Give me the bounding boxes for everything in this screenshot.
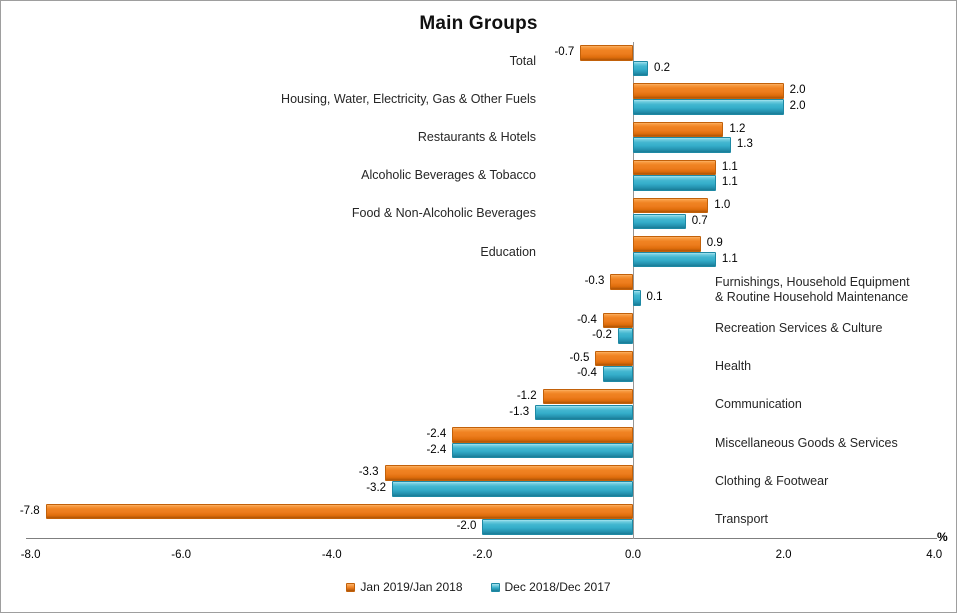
jan-bar-7	[602, 312, 633, 329]
dec-value-label-9: -1.3	[509, 405, 530, 418]
jan-bar-5	[633, 236, 701, 252]
dec-bar-2	[633, 137, 731, 153]
category-label-4: Food & Non-Alcoholic Beverages	[352, 195, 536, 233]
jan-bar-8	[595, 350, 633, 367]
category-label-line: Transport	[715, 511, 769, 526]
jan-value-label-10: -2.4	[426, 428, 447, 441]
legend-item-jan: Jan 2019/Jan 2018	[346, 580, 463, 594]
dec-bar-6	[633, 290, 641, 306]
jan-bar-0	[580, 45, 633, 61]
category-label-2: Restaurants & Hotels	[418, 118, 536, 156]
jan-value-label-12: -7.8	[19, 504, 40, 517]
dec-value-label-3: 1.1	[721, 176, 738, 189]
category-label-line: Alcoholic Beverages & Tobacco	[361, 168, 536, 183]
category-label-11: Clothing & Footwear	[715, 462, 828, 500]
legend-swatch-icon	[346, 582, 356, 592]
category-label-9: Communication	[715, 386, 802, 424]
category-label-5: Education	[480, 233, 536, 271]
jan-bar-9	[542, 388, 633, 405]
category-label-line: Total	[509, 53, 536, 68]
dec-bar-11	[392, 481, 633, 497]
x-tick--6.0: -6.0	[171, 549, 192, 561]
jan-bar-11	[384, 465, 633, 481]
jan-value-label-3: 1.1	[721, 160, 738, 173]
category-label-line: Miscellaneous Goods & Services	[715, 435, 898, 450]
jan-bar-4	[633, 197, 709, 214]
jan-value-label-11: -3.3	[358, 466, 379, 479]
category-label-line: Restaurants & Hotels	[417, 129, 536, 144]
legend-label: Dec 2018/Dec 2017	[504, 580, 611, 594]
x-tick-2.0: 2.0	[775, 549, 792, 561]
category-label-line: Communication	[715, 397, 802, 412]
dec-bar-5	[633, 251, 716, 268]
dec-bar-3	[633, 175, 716, 191]
legend-swatch-icon	[490, 582, 500, 592]
jan-bar-12	[45, 503, 633, 519]
dec-bar-7	[617, 328, 633, 344]
dec-value-label-10: -2.4	[426, 443, 447, 456]
dec-value-label-11: -3.2	[366, 482, 387, 494]
category-label-line: Clothing & Footwear	[715, 473, 829, 488]
category-label-6: Furnishings, Household Equipment & Routin…	[715, 271, 910, 309]
dec-bar-8	[602, 366, 633, 382]
x-tick-0.0: 0.0	[625, 549, 641, 561]
category-label-12: Transport	[715, 500, 768, 538]
category-label-line: Housing, Water, Electricity, Gas & Other…	[281, 91, 536, 106]
chart-title: Main Groups	[419, 13, 538, 34]
dec-bar-12	[482, 519, 633, 535]
dec-value-label-2: 1.3	[736, 138, 753, 151]
category-label-8: Health	[715, 348, 751, 386]
category-label-line: Food & Non-Alcoholic Beverages	[351, 206, 536, 221]
jan-bar-3	[633, 159, 716, 176]
x-axis-line	[26, 538, 937, 540]
dec-bar-10	[452, 442, 633, 459]
jan-value-label-1: 2.0	[789, 84, 806, 97]
dec-value-label-5: 1.1	[721, 252, 738, 265]
jan-value-label-7: -0.4	[577, 313, 597, 326]
jan-value-label-8: -0.5	[569, 351, 590, 364]
category-label-10: Miscellaneous Goods & Services	[715, 424, 898, 462]
dec-value-label-12: -2.0	[456, 520, 477, 533]
jan-bar-6	[610, 274, 633, 290]
jan-value-label-9: -1.2	[516, 389, 537, 402]
dec-bar-1	[633, 99, 784, 115]
jan-value-label-2: 1.2	[729, 122, 746, 135]
category-label-3: Alcoholic Beverages & Tobacco	[361, 157, 536, 195]
legend: Jan 2019/Jan 2018 Dec 2018/Dec 2017	[1, 580, 956, 594]
dec-value-label-1: 2.0	[789, 100, 806, 113]
category-label-line: Recreation Services & Culture	[715, 320, 883, 335]
dec-bar-0	[633, 60, 649, 77]
dec-value-label-8: -0.4	[577, 367, 597, 380]
category-label-line: Furnishings, Household Equipment	[715, 275, 910, 290]
category-label-0: Total	[510, 42, 536, 80]
category-label-7: Recreation Services & Culture	[715, 309, 882, 347]
dec-value-label-0: 0.2	[654, 61, 671, 74]
dec-bar-9	[535, 404, 633, 421]
category-label-line: & Routine Household Maintenance	[715, 290, 909, 305]
legend-item-dec: Dec 2018/Dec 2017	[490, 580, 611, 594]
jan-bar-10	[452, 427, 633, 443]
x-tick--4.0: -4.0	[321, 549, 342, 561]
category-label-line: Education	[480, 244, 536, 259]
x-tick-4.0: 4.0	[926, 549, 943, 561]
category-label-1: Housing, Water, Electricity, Gas & Other…	[281, 80, 536, 118]
jan-bar-1	[633, 83, 784, 99]
jan-value-label-6: -0.3	[584, 275, 605, 288]
dec-bar-4	[633, 213, 686, 230]
x-tick--8.0: -8.0	[20, 549, 41, 561]
dec-value-label-7: -0.2	[592, 329, 612, 342]
x-tick--2.0: -2.0	[472, 549, 493, 561]
legend-label: Jan 2019/Jan 2018	[360, 580, 463, 594]
category-label-line: Health	[715, 359, 752, 374]
jan-value-label-5: 0.9	[706, 237, 723, 250]
dec-value-label-4: 0.7	[691, 214, 708, 227]
dec-value-label-6: 0.1	[646, 291, 663, 304]
jan-bar-2	[633, 121, 724, 138]
axis-unit-label: %	[937, 530, 948, 544]
jan-value-label-4: 1.0	[714, 198, 731, 211]
jan-value-label-0: -0.7	[554, 46, 575, 59]
